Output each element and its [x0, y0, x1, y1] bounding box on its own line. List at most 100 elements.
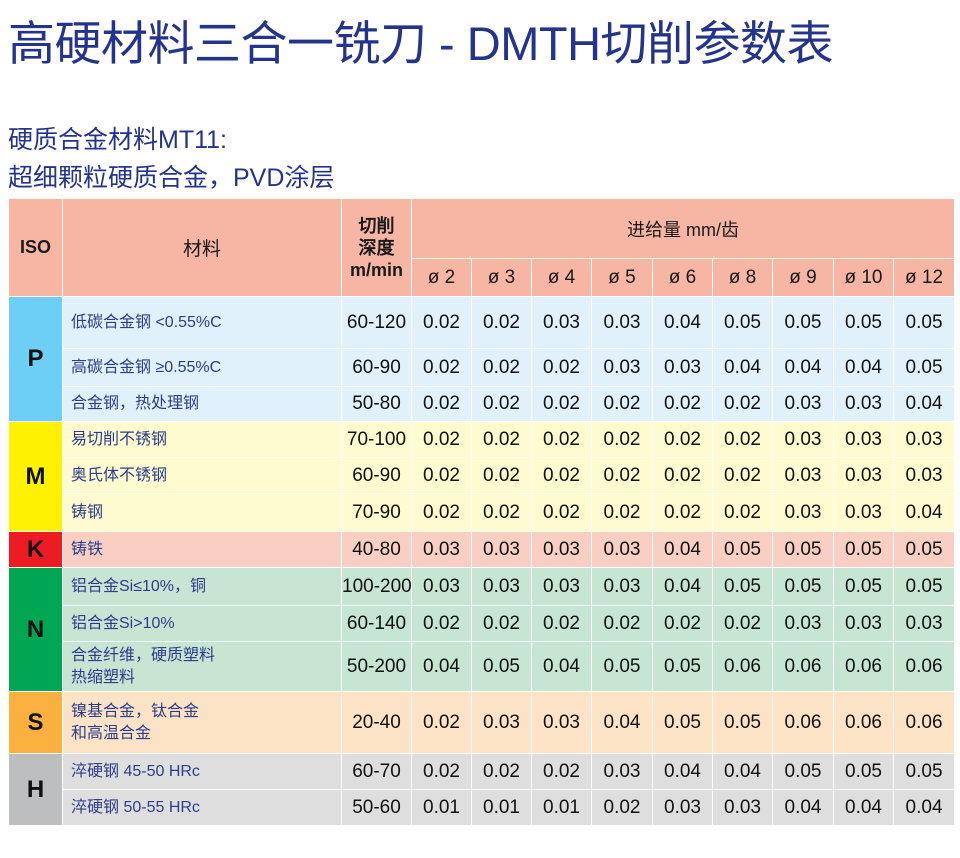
table-row: P 低碳合金钢 <0.55%C 60-120 0.02 0.02 0.03 0.03 0.04…	[8, 296, 956, 422]
header-diameter: ø 5	[591, 258, 653, 297]
feed-cell: 0.05	[652, 641, 713, 692]
feed-cell: 0.05	[712, 691, 773, 754]
feed-cell: 0.02	[712, 457, 773, 494]
cutting-depth-cell: 50-80	[341, 386, 412, 422]
feed-cell: 0.02	[652, 386, 713, 422]
cutting-depth-cell: 60-140	[341, 605, 412, 642]
feed-cell: 0.04	[531, 641, 592, 692]
material-name: 铝合金Si>10%	[71, 614, 175, 632]
material-cell: 合金钢，热处理钢	[62, 386, 342, 422]
material-name: 铸铁	[71, 540, 104, 558]
cutting-depth-cell: 50-60	[341, 789, 412, 826]
feed-cell: 0.03	[411, 531, 472, 568]
feed-cell: 0.04	[772, 348, 834, 387]
material-cell: 易切削不锈钢	[62, 421, 342, 458]
feed-cell: 0.03	[652, 348, 713, 387]
feed-cell: 0.02	[411, 348, 472, 387]
feed-cell: 0.02	[411, 691, 472, 754]
feed-cell: 0.03	[892, 421, 956, 458]
feed-cell: 0.03	[772, 386, 834, 422]
feed-cell: 0.02	[411, 386, 472, 422]
material-cell: 高碳合金钢 ≥0.55%C	[62, 348, 342, 387]
feed-cell: 0.04	[652, 753, 713, 790]
material-name: 和高温合金	[71, 724, 152, 742]
header-feed-rate: 进给量 mm/齿	[410, 198, 956, 259]
material-cell: 奥氏体不锈钢	[62, 457, 342, 494]
table-row: 铝合金Si>10% 60-140 0.02 0.02 0.02 0.02 0.02 0.02 0…	[9, 605, 956, 642]
feed-cell: 0.02	[471, 386, 532, 422]
feed-cell: 0.03	[471, 567, 532, 606]
table-row: H 淬硬钢 45-50 HRc 60-70 0.02 0.02 0.02 0.03 0.04 0…	[8, 753, 956, 826]
cutting-depth-cell: 50-200	[341, 641, 412, 692]
feed-cell: 0.06	[772, 641, 834, 692]
feed-cell: 0.03	[833, 493, 894, 532]
header-diameter: ø 8	[712, 258, 773, 297]
feed-cell: 0.05	[772, 296, 834, 349]
feed-cell: 0.05	[833, 531, 894, 568]
feed-cell: 0.04	[712, 348, 773, 387]
feed-cell: 0.03	[591, 567, 653, 606]
iso-group-k: K	[8, 531, 63, 568]
feed-cell: 0.05	[712, 531, 773, 568]
table-row: N 铝合金Si≤10%，铜 100-200 0.03 0.03 0.03 0.03 0.04 0…	[8, 567, 956, 692]
feed-cell: 0.05	[652, 691, 713, 754]
feed-cell: 0.04	[652, 296, 713, 349]
feed-cell: 0.05	[772, 753, 834, 790]
feed-cell: 0.02	[471, 493, 532, 532]
header-diameter: ø 12	[892, 258, 956, 297]
material-name: 易切削不锈钢	[71, 430, 168, 448]
material-name: 低碳合金钢 <0.55%C	[71, 313, 222, 331]
feed-cell: 0.05	[892, 567, 956, 606]
feed-cell: 0.02	[591, 789, 653, 826]
header-cutting-depth: 切削 深度 m/min	[341, 198, 412, 297]
feed-cell: 0.03	[772, 605, 834, 642]
feed-cell: 0.02	[531, 753, 592, 790]
feed-cell: 0.02	[531, 386, 592, 422]
header-diameter: ø 9	[772, 258, 834, 297]
feed-cell: 0.04	[833, 348, 894, 387]
feed-cell: 0.03	[531, 531, 592, 568]
table-row: 铸钢 70-90 0.02 0.02 0.02 0.02 0.02 0.02 0.03 0.03 0…	[9, 493, 956, 532]
material-grade-heading: 硬质合金材料MT11:	[8, 126, 227, 154]
feed-cell: 0.03	[652, 789, 713, 826]
feed-cell: 0.04	[892, 386, 956, 422]
material-cell: 铸钢	[62, 493, 342, 532]
cutting-depth-cell: 70-90	[341, 493, 412, 532]
feed-cell: 0.05	[892, 753, 956, 790]
feed-cell: 0.05	[833, 567, 894, 606]
material-name: 合金纤维，硬质塑料	[71, 646, 216, 664]
feed-cell: 0.01	[471, 789, 532, 826]
material-name: 合金钢，热处理钢	[71, 395, 200, 412]
feed-cell: 0.02	[411, 457, 472, 494]
iso-group-h: H	[8, 753, 63, 826]
feed-cell: 0.06	[892, 641, 956, 692]
feed-cell: 0.02	[411, 493, 472, 532]
feed-cell: 0.03	[591, 348, 653, 387]
material-name: 铸钢	[71, 503, 104, 521]
feed-cell: 0.03	[531, 567, 592, 606]
material-name: 奥氏体不锈钢	[71, 466, 168, 484]
feed-cell: 0.05	[833, 753, 894, 790]
feed-cell: 0.02	[652, 421, 713, 458]
material-name: 热缩塑料	[71, 668, 136, 686]
feed-cell: 0.05	[772, 567, 834, 606]
table-row: 合金钢，热处理钢 50-80 0.02 0.02 0.02 0.02 0.02 0.02 0.0…	[9, 386, 956, 422]
feed-cell: 0.02	[652, 605, 713, 642]
header-diameter: ø 3	[471, 258, 532, 297]
feed-cell: 0.03	[712, 789, 773, 826]
feed-cell: 0.05	[892, 348, 956, 387]
cutting-depth-cell: 60-70	[341, 753, 412, 790]
feed-cell: 0.02	[531, 493, 592, 532]
table-row: 奥氏体不锈钢 60-90 0.02 0.02 0.02 0.02 0.02 0.02 0.03 0…	[9, 457, 956, 494]
feed-cell: 0.04	[411, 641, 472, 692]
material-cell: 低碳合金钢 <0.55%C	[62, 296, 342, 349]
feed-cell: 0.02	[531, 457, 592, 494]
feed-cell: 0.02	[471, 457, 532, 494]
feed-cell: 0.04	[892, 789, 956, 826]
feed-cell: 0.05	[892, 531, 956, 568]
feed-cell: 0.06	[833, 641, 894, 692]
feed-cell: 0.05	[471, 641, 532, 692]
feed-cell: 0.04	[652, 531, 713, 568]
feed-cell: 0.03	[471, 531, 532, 568]
